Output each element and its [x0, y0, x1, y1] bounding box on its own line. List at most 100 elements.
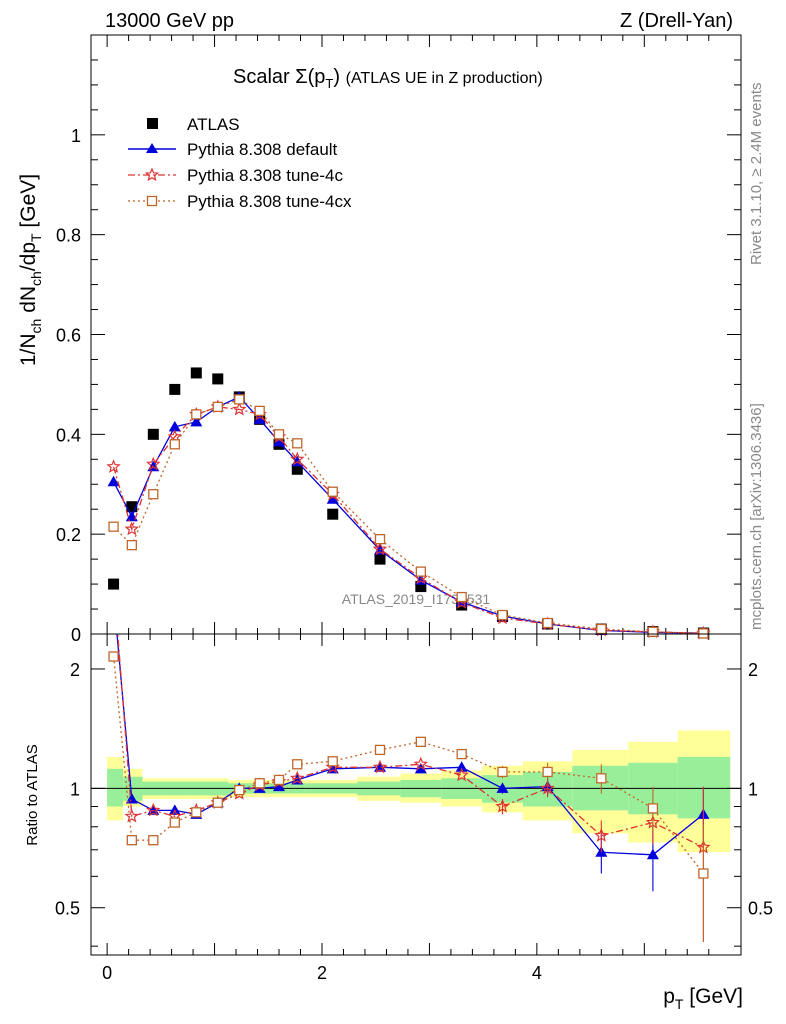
- data-point-star: [290, 451, 305, 466]
- data-point-open-square: [374, 534, 386, 545]
- ratio-frame: [90, 633, 742, 956]
- data-point-open-square: [234, 394, 245, 405]
- data-point-triangle: [190, 415, 203, 427]
- analysis-watermark: ATLAS_2019_I1736531: [342, 591, 491, 607]
- data-point-open-square: [212, 401, 223, 413]
- data-point-star: [454, 767, 469, 782]
- data-point-square: [108, 578, 120, 590]
- data-point-open-square: [108, 651, 119, 662]
- data-point-square: [415, 581, 427, 593]
- main-plot-data: [106, 367, 711, 640]
- xtick-label: 0: [102, 963, 112, 983]
- data-point-square: [374, 553, 386, 565]
- main-ytick-label: 1: [71, 126, 81, 146]
- data-point-open-square: [169, 439, 180, 450]
- data-point-square: [169, 383, 181, 395]
- data-point-triangle: [496, 782, 509, 793]
- data-point-open-square: [698, 628, 709, 639]
- data-point-open-square: [327, 756, 338, 767]
- data-point-open-square: [456, 591, 467, 603]
- legend-label-tune4c: Pythia 8.308 tune-4c: [187, 166, 343, 185]
- data-point-open-square: [108, 521, 119, 532]
- main-ytick-label: 0.4: [56, 425, 81, 445]
- data-point-star: [594, 828, 609, 842]
- data-point-open-square: [542, 617, 553, 629]
- legend-marker-atlas: [147, 118, 158, 129]
- main-y-axis-label: 1/Nch dNch/dpT [GeV]: [17, 174, 44, 366]
- data-point-star: [124, 521, 139, 536]
- data-point-open-square: [234, 784, 245, 796]
- data-point-open-square: [292, 438, 303, 449]
- data-point-star: [146, 802, 161, 817]
- data-point-triangle: [326, 493, 339, 504]
- legend: ATLAS Pythia 8.308 default Pythia 8.308 …: [128, 115, 352, 211]
- ratio-ytick-label-right: 2: [748, 660, 758, 680]
- data-point-star: [540, 780, 555, 795]
- legend-label-default: Pythia 8.308 default: [187, 140, 338, 159]
- band-inner-green: [107, 768, 124, 807]
- header-left: 13000 GeV pp: [105, 10, 234, 32]
- data-point-open-square: [148, 835, 159, 846]
- data-point-square: [126, 501, 138, 513]
- data-point-open-square: [596, 773, 607, 784]
- data-point-open-square: [456, 748, 467, 760]
- data-point-open-square: [698, 868, 709, 879]
- ratio-ytick-label-right: 0.5: [748, 899, 773, 919]
- ratio-ytick-label: 2: [70, 660, 80, 680]
- data-point-star: [372, 541, 388, 556]
- ratio-y-tick-labels: 0.5 1 2 0.5 1 2: [55, 660, 773, 919]
- data-point-open-square: [415, 736, 426, 747]
- legend-label-atlas: ATLAS: [187, 115, 240, 134]
- data-point-open-square: [374, 744, 386, 756]
- data-point-open-square: [327, 486, 338, 497]
- legend-marker-tune4c: [144, 167, 160, 182]
- data-point-star: [146, 456, 161, 471]
- rivet-version-label: Rivet 3.1.10, ≥ 2.4M events: [748, 83, 765, 266]
- data-point-open-square: [169, 817, 180, 828]
- data-point-open-square: [596, 623, 607, 635]
- main-ytick-label: 0.2: [56, 525, 81, 545]
- mcplots-label: mcplots.cern.ch [arXiv:1306.3436]: [748, 403, 765, 630]
- ratio-ytick-label: 0.5: [55, 899, 80, 919]
- data-point-open-square: [497, 766, 508, 778]
- ratio-ytick-label: 1: [70, 779, 80, 799]
- data-point-triangle: [168, 420, 181, 432]
- data-point-star: [495, 798, 510, 813]
- data-point-triangle: [125, 793, 138, 804]
- data-point-open-square: [148, 489, 159, 500]
- data-point-star: [232, 401, 247, 416]
- main-ytick-label: 0.6: [56, 326, 81, 346]
- data-point-square: [291, 463, 303, 475]
- ratio-plot-data: [108, 634, 711, 942]
- data-point-open-square: [647, 803, 659, 814]
- data-point-triangle: [455, 761, 468, 772]
- data-point-open-square: [126, 835, 137, 846]
- ratio-ytick-label-right: 1: [748, 779, 758, 799]
- main-ytick-label: 0.8: [56, 226, 81, 246]
- data-point-square: [190, 367, 202, 379]
- data-point-open-square: [292, 759, 303, 770]
- xtick-label: 4: [532, 963, 542, 983]
- data-point-square: [147, 428, 159, 440]
- data-point-open-square: [542, 766, 553, 778]
- data-point-open-square: [647, 626, 659, 637]
- legend-marker-tune4cx: [146, 195, 158, 207]
- ratio-uncertainty-bands: [107, 730, 731, 853]
- ratio-y-axis-label: Ratio to ATLAS: [24, 744, 41, 845]
- data-point-triangle: [107, 475, 120, 487]
- data-point-star: [124, 808, 139, 823]
- x-axis-label: pT [GeV]: [663, 985, 743, 1012]
- data-point-open-square: [212, 797, 223, 808]
- data-point-open-square: [497, 609, 508, 621]
- data-point-triangle: [253, 413, 266, 424]
- plot-title: Scalar Σ(pT) (ATLAS UE in Z production): [233, 66, 543, 91]
- data-point-open-square: [191, 409, 202, 420]
- data-point-square: [212, 373, 224, 385]
- data-point-open-square: [273, 429, 285, 440]
- main-y-tick-labels: 0 0.2 0.4 0.6 0.8 1: [56, 126, 81, 645]
- data-point-star: [106, 459, 121, 473]
- data-point-open-square: [191, 807, 202, 818]
- header-right: Z (Drell-Yan): [620, 10, 733, 32]
- legend-star-shape: [144, 167, 160, 182]
